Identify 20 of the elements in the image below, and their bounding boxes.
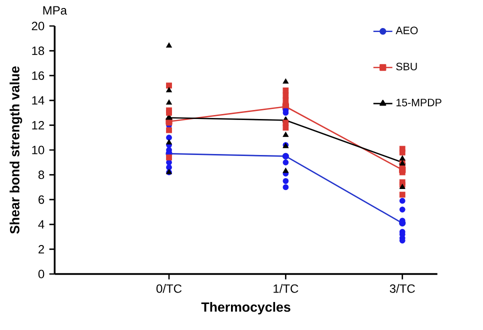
y-tick-label: 6 [38, 195, 44, 204]
y-tick-label: 12 [32, 121, 44, 130]
x-tick-label: 0/TC [156, 284, 182, 293]
legend-label: SBU [396, 62, 417, 70]
y-tick-label: 10 [32, 146, 44, 154]
y-axis-title: Shear bond strength value [10, 66, 22, 234]
y-tick-label: 20 [32, 22, 44, 30]
y-tick-label: 0 [38, 270, 44, 278]
x-axis-title: Thermocycles [201, 302, 290, 314]
text: MPa [43, 6, 67, 15]
x-tick-label: 1/TC [274, 284, 298, 293]
y-tick-label: 14 [32, 96, 44, 105]
y-tick-label: 16 [32, 71, 44, 80]
legend-label: AEO [396, 26, 418, 34]
y-tick-label: 18 [32, 46, 44, 56]
x-tick-label: 3/TC [390, 284, 415, 293]
y-tick-label: 8 [38, 170, 44, 180]
y-tick-label: 2 [38, 245, 44, 254]
legend-label: 15-MPDP [396, 98, 442, 106]
y-tick-label: 4 [38, 220, 44, 229]
